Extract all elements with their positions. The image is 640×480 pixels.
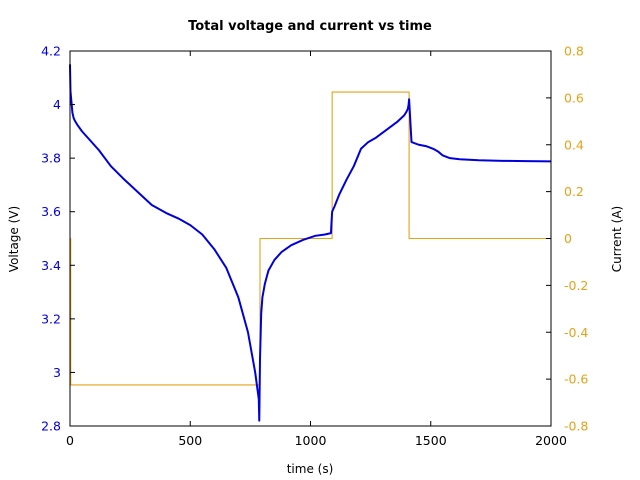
plot-lines (69, 64, 552, 422)
left-tick-label: 3.8 (41, 151, 61, 166)
left-tick-label: 3.4 (41, 258, 61, 273)
x-tick-label: 1000 (295, 433, 327, 448)
chart-title: Total voltage and current vs time (188, 19, 432, 34)
left-tick-label: 2.8 (41, 419, 61, 434)
x-axis-label: time (s) (287, 462, 334, 476)
x-tick-label: 500 (178, 433, 202, 448)
left-tick-label: 4 (53, 97, 61, 112)
left-tick-label: 3.2 (41, 311, 61, 326)
right-tick-label: 0.6 (564, 90, 584, 105)
right-tick-label: -0.2 (564, 278, 588, 293)
right-tick-label: 0.8 (564, 44, 584, 59)
right-axis-label: Current (A) (610, 206, 624, 272)
left-axis-ticks: 2.8 3 3.2 3.4 3.6 3.8 4 4.2 (41, 44, 75, 434)
right-tick-label: 0.2 (564, 184, 584, 199)
x-axis-ticks: 0 500 1000 1500 2000 (66, 51, 567, 448)
right-tick-label: -0.4 (564, 325, 588, 340)
right-axis-ticks: -0.8 -0.6 -0.4 -0.2 0 0.2 0.4 0.6 0.8 (546, 44, 588, 434)
right-tick-label: 0.4 (564, 137, 584, 152)
right-tick-label: -0.6 (564, 372, 588, 387)
left-tick-label: 3.6 (41, 204, 61, 219)
x-tick-label: 2000 (535, 433, 567, 448)
right-tick-label: 0 (564, 231, 572, 246)
current-line (70, 91, 551, 386)
x-tick-label: 1500 (415, 433, 447, 448)
left-axis-label: Voltage (V) (7, 206, 21, 272)
voltage-line (69, 64, 552, 422)
right-tick-label: -0.8 (564, 419, 588, 434)
left-tick-label: 3 (53, 365, 61, 380)
x-tick-label: 0 (66, 433, 74, 448)
left-tick-label: 4.2 (41, 44, 61, 59)
